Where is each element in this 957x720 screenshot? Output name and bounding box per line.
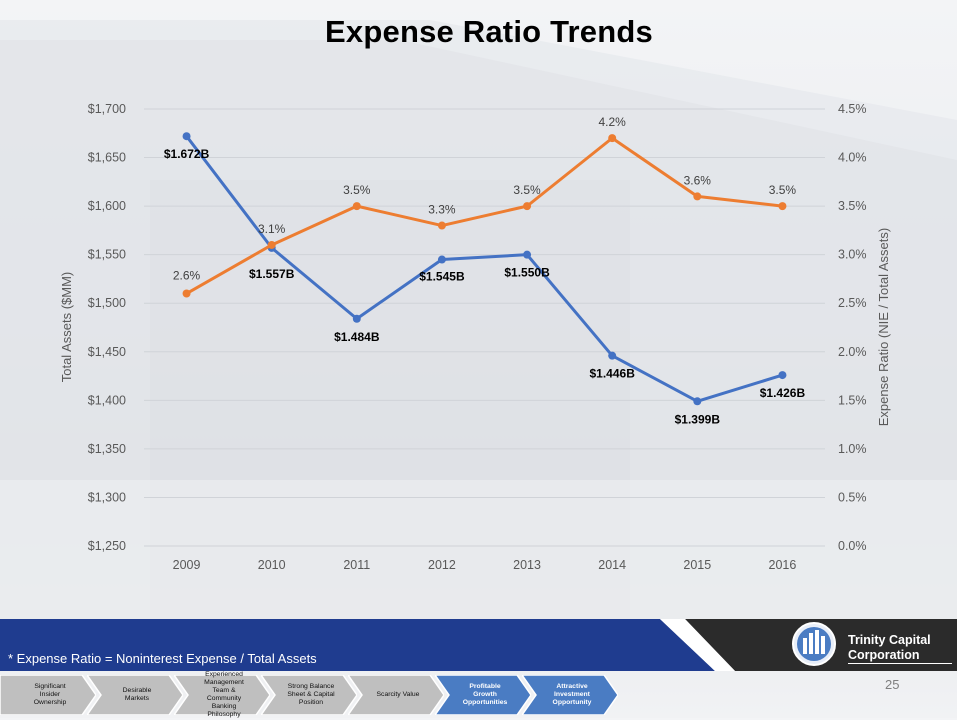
x-tick-label: 2011 [343, 558, 370, 572]
nav-step-label: Profitable Growth Opportunities [462, 683, 508, 706]
x-tick-label: 2014 [598, 558, 626, 572]
right-axis-label: Expense Ratio (NIE / Total Assets) [876, 228, 891, 426]
data-point [693, 397, 702, 406]
series-line-1 [185, 136, 783, 295]
nav-step-label: Desirable Markets [122, 687, 152, 702]
left-tick-label: $1,400 [88, 393, 126, 407]
data-label: 3.1% [258, 222, 286, 236]
left-tick-label: $1,350 [88, 442, 126, 456]
nav-step[interactable]: Profitable Growth Opportunities [433, 674, 532, 716]
x-tick-label: 2015 [683, 558, 711, 572]
data-point [778, 371, 787, 380]
data-label: $1.550B [504, 266, 550, 280]
nav-step[interactable]: Experienced Management Team & Community … [172, 671, 271, 718]
nav-step-label: Significant Insider Ownership [33, 683, 67, 706]
right-tick-label: 1.0% [838, 442, 867, 456]
data-point [352, 314, 361, 323]
data-label: $1.426B [760, 386, 806, 400]
data-label: $1.672B [164, 147, 210, 161]
background-building [0, 20, 957, 620]
data-point [182, 289, 191, 298]
left-tick-label: $1,600 [88, 199, 126, 213]
x-tick-label: 2012 [428, 558, 456, 572]
data-point [352, 202, 361, 211]
data-label: $1.484B [334, 330, 380, 344]
data-point [778, 202, 787, 211]
nav-step[interactable]: Significant Insider Ownership [0, 674, 97, 716]
left-tick-label: $1,450 [88, 345, 126, 359]
x-axis: 2009 2010 2011 2012 2013 2014 2015 2016 [173, 558, 797, 572]
x-tick-label: 2010 [258, 558, 286, 572]
x-tick-label: 2013 [513, 558, 541, 572]
right-tick-label: 3.0% [838, 248, 867, 262]
data-point [437, 255, 446, 264]
data-label: 4.2% [599, 115, 627, 129]
nav-step-label: Scarcity Value [376, 691, 420, 698]
left-axis-label: Total Assets ($MM) [59, 272, 74, 383]
data-label: $1.399B [675, 412, 721, 426]
left-tick-label: $1,550 [88, 248, 126, 262]
nav-step-label: Attractive Investment Opportunity [552, 683, 592, 706]
left-tick-label: $1,650 [88, 151, 126, 165]
brand-line-2: Corporation [848, 648, 920, 662]
nav-step[interactable]: Strong Balance Sheet & Capital Position [259, 674, 358, 716]
data-point [693, 192, 702, 201]
brand-name: Trinity Capital Corporation [848, 633, 931, 663]
data-point [523, 250, 532, 259]
nav-step-label: Strong Balance Sheet & Capital Position [287, 683, 335, 706]
right-tick-label: 0.0% [838, 539, 867, 553]
data-point [608, 134, 617, 143]
data-label: $1.545B [419, 270, 465, 284]
page-number: 25 [885, 677, 900, 692]
data-point [267, 240, 276, 249]
data-point [608, 351, 617, 360]
nav-step[interactable]: Scarcity Value [346, 674, 445, 716]
left-tick-label: $1,250 [88, 539, 126, 553]
right-tick-label: 3.5% [838, 199, 867, 213]
right-tick-label: 4.5% [838, 102, 867, 116]
data-point [523, 202, 532, 211]
data-label: $1.446B [590, 367, 636, 381]
series-line-0 [185, 135, 783, 403]
page-title: Expense Ratio Trends [325, 14, 653, 49]
data-point [182, 132, 191, 141]
chart: $1,250 $1,300 $1,350 $1,400 $1,450 $1,500 $1,5… [59, 102, 891, 572]
data-label: 3.5% [769, 183, 797, 197]
data-label: 3.3% [428, 203, 456, 217]
logo-icon [792, 622, 836, 666]
right-axis: 0.0% 0.5% 1.0% 1.5% 2.0% 2.5% 3.0% 3.5% 4.0% 4.5% [838, 102, 867, 553]
right-tick-label: 1.5% [838, 393, 867, 407]
x-tick-label: 2016 [769, 558, 797, 572]
left-tick-label: $1,700 [88, 102, 126, 116]
nav-step-label: Experienced Management Team & Community … [204, 671, 244, 718]
footer-band [0, 619, 957, 671]
data-label: 2.6% [173, 269, 201, 283]
data-label: 3.6% [684, 173, 712, 187]
footnote: * Expense Ratio = Noninterest Expense / … [8, 651, 317, 666]
right-tick-label: 2.5% [838, 296, 867, 310]
right-tick-label: 0.5% [838, 490, 867, 504]
data-label: 3.5% [513, 183, 541, 197]
series-group: $1.672B $1.557B $1.484B $1.545B $1.550B $1.44… [164, 115, 806, 426]
data-label: 3.5% [343, 183, 371, 197]
brand-line-1: Trinity Capital [848, 633, 931, 647]
grid [144, 108, 825, 547]
x-tick-label: 2009 [173, 558, 201, 572]
left-axis: $1,250 $1,300 $1,350 $1,400 $1,450 $1,500 $1,5… [88, 102, 126, 553]
left-tick-label: $1,500 [88, 296, 126, 310]
left-tick-label: $1,300 [88, 490, 126, 504]
data-label: $1.557B [249, 267, 295, 281]
right-tick-label: 2.0% [838, 345, 867, 359]
data-point [437, 221, 446, 230]
nav-step[interactable]: Attractive Investment Opportunity [520, 674, 619, 716]
brand-underline [848, 663, 952, 664]
right-tick-label: 4.0% [838, 151, 867, 165]
nav-step[interactable]: Desirable Markets [85, 674, 184, 716]
